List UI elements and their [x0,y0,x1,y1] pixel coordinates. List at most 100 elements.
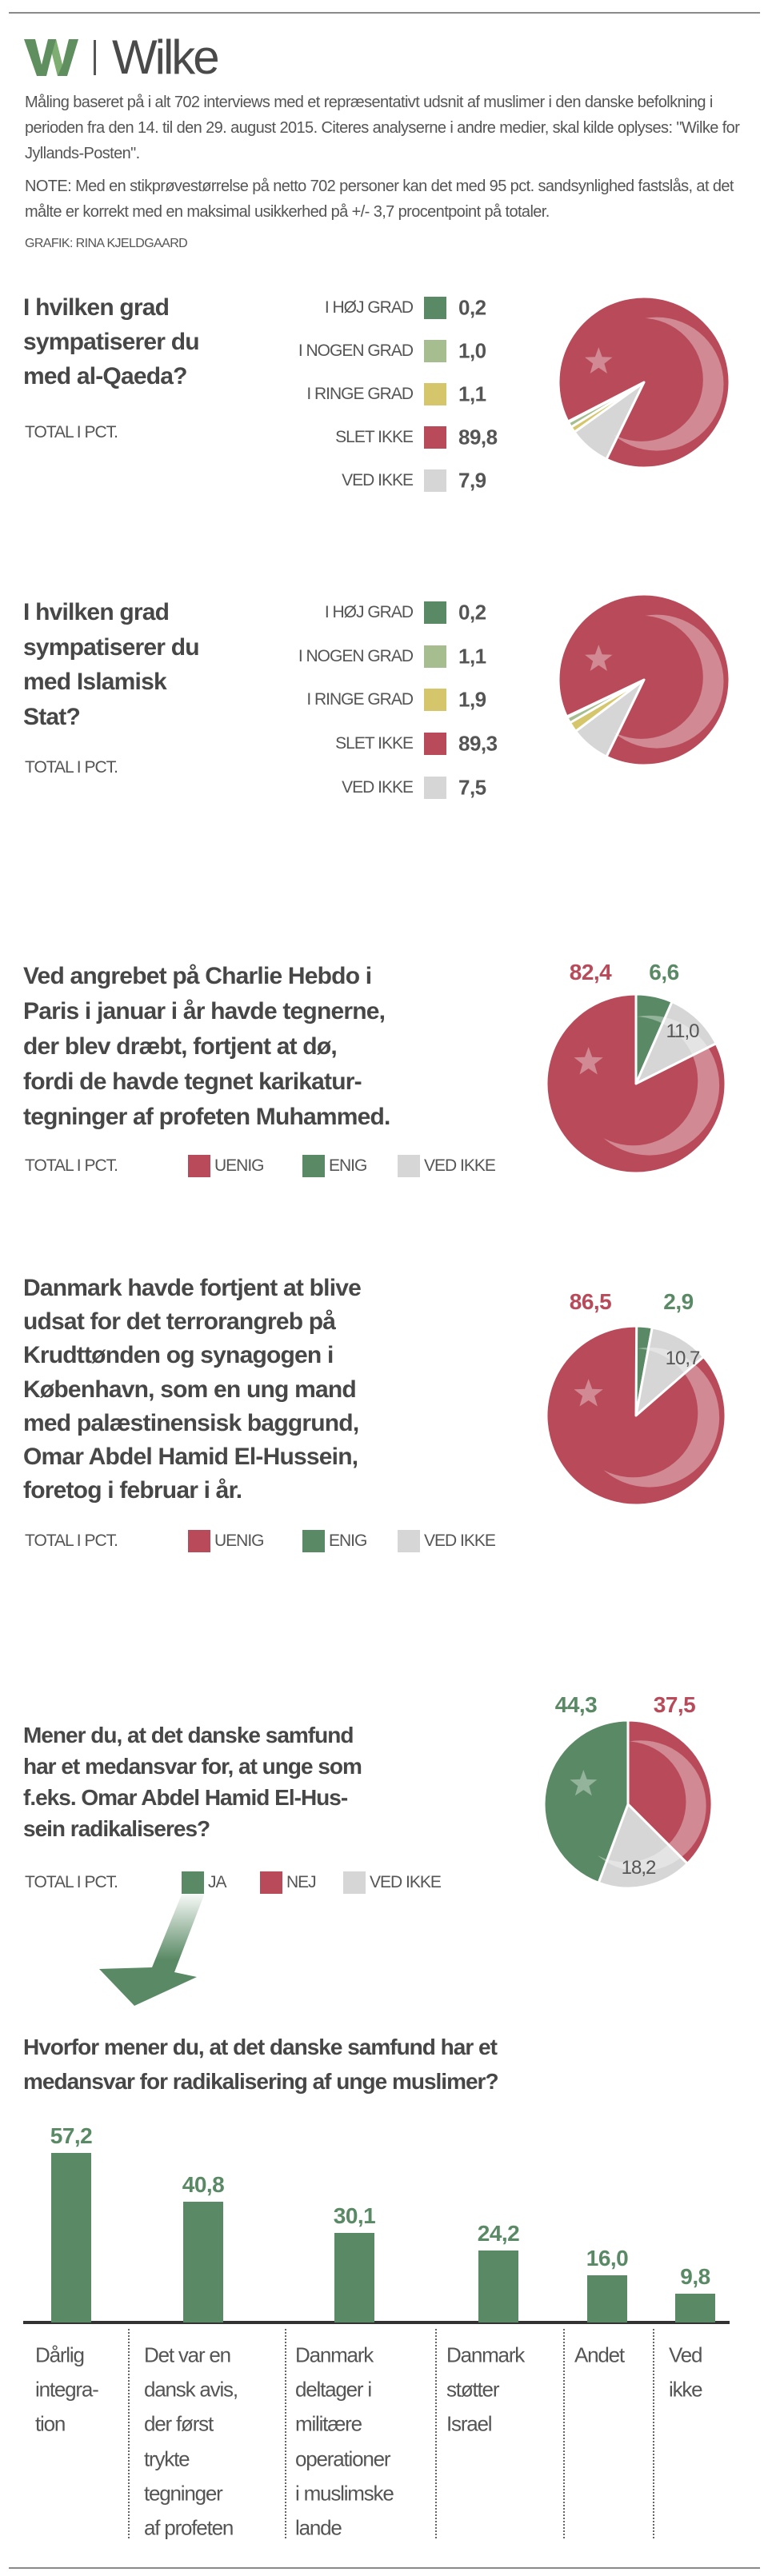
legend-value: 7,9 [458,468,486,493]
legend-label: I RINGE GRAD [306,385,414,403]
question-title-line: Krudttønden og synagogen i [23,1342,334,1369]
total-pct-label: TOTAL I PCT. [25,1532,118,1550]
legend-value: 89,8 [458,425,498,449]
bar-category-label: Danmark [446,2342,525,2367]
star-icon [574,1379,603,1407]
category-divider [285,2329,286,2538]
category-divider [435,2329,437,2538]
star-icon [584,347,613,374]
bar-value-label: 16,0 [586,2245,629,2270]
category-divider [653,2329,654,2538]
legend-value: 1,1 [458,644,486,669]
bar-category-label: Det var en [144,2342,231,2367]
star-icon [574,1047,603,1075]
legend-value: 0,2 [458,295,486,320]
pie-chart [557,593,731,767]
legend-label: SLET IKKE [335,428,414,446]
legend-label: UENIG [214,1532,265,1550]
logo-separator [94,40,96,75]
bar-chart-title-line: medansvar for radikalisering af unge mus… [23,2069,499,2094]
question-title-line: Omar Abdel Hamid El-Hussein, [23,1444,358,1470]
arrow-icon [99,1891,205,2006]
legend-swatch [302,1155,325,1177]
note-text: NOTE: Med en stikprøvestørrelse på netto… [25,178,734,221]
crescent-icon [558,594,730,765]
bar-category-label: af profeten [144,2515,234,2540]
legend-swatch [424,645,446,668]
total-pct-label: TOTAL I PCT. [25,758,118,777]
legend-swatch [182,1871,204,1894]
question-title-line: Paris i januar i år havde tegnerne, [23,998,386,1024]
legend-swatch [424,601,446,624]
bar-category-label: deltager i [295,2377,372,2402]
question-title-line: I hvilken grad [23,599,170,625]
legend-swatch [343,1871,366,1894]
question-title-line: sympatiserer du [23,633,200,661]
crescent-icon [546,1326,726,1505]
question-title-line: foretog i februar i år. [23,1477,242,1504]
bar-category-label: operationer [295,2446,391,2471]
pie-slice-uenig [545,992,727,1175]
bottom-rule [9,2567,760,2569]
bar-category-label: Dårlig [35,2342,85,2367]
legend-swatch [424,689,446,712]
legend-label: I HØJ GRAD [324,603,414,621]
pie-slice-ja [542,1719,630,1884]
bar-category-label: militære [295,2411,362,2436]
pie-slice-nej [626,1719,714,1865]
bar [478,2251,518,2322]
question-title-line: der blev dræbt, fortjent at dø, [23,1033,338,1060]
pie-slice-slet-ikke [557,593,731,767]
question-title-line: Stat? [23,703,81,730]
bar-category-label: lande [295,2515,342,2540]
pie-value-label: 10,7 [665,1348,701,1369]
legend-label: I HØJ GRAD [324,298,414,317]
legend-label: ENIG [329,1532,367,1550]
bar-value-label: 9,8 [680,2263,710,2289]
bar-category-label: trykte [144,2446,190,2471]
legend-label: JA [208,1873,226,1891]
bar-chart-title-line: Hvorfor mener du, at det danske samfund … [23,2035,498,2059]
legend-swatch [424,426,446,449]
question-title-line: med al-Qaeda? [23,363,187,389]
total-pct-label: TOTAL I PCT. [25,423,118,441]
question-title-line: Ved angrebet på Charlie Hebdo i [23,963,372,989]
category-divider [563,2329,565,2538]
legend-swatch [260,1871,282,1894]
question-title-line: sein radikaliseres? [23,1816,210,1841]
star-icon [570,1769,598,1796]
pie-chart [545,1324,727,1507]
bar-value-label: 40,8 [182,2171,225,2197]
legend-value: 0,2 [458,600,486,625]
bar [587,2274,627,2322]
graphic-credit: GRAFIK: RINA KJELDGAARD [25,237,188,250]
question-title-line: Mener du, at det danske samfund [23,1723,354,1747]
star-icon [584,645,613,672]
crescent-icon [546,994,726,1173]
bar-value-label: 30,1 [333,2203,376,2229]
bar-category-label: Ved [669,2342,702,2367]
question-title-line: fordi de havde tegnet karikatur- [23,1068,362,1095]
bar-category-label: Andet [574,2342,625,2367]
legend-swatch [398,1155,420,1177]
legend-label: UENIG [214,1156,265,1175]
bar [675,2293,715,2322]
bar-category-label: der først [144,2411,214,2436]
legend-swatch [424,469,446,492]
question-title-line: sympatiserer du [23,329,200,355]
legend-label: VED IKKE [370,1873,442,1891]
legend-label: I NOGEN GRAD [298,646,414,665]
legend-value: 1,0 [458,338,486,363]
bar-category-label: tion [35,2411,66,2436]
bar-value-label: 24,2 [477,2221,520,2247]
total-pct-label: TOTAL I PCT. [25,1156,118,1175]
pie-value-label: 2,9 [663,1289,694,1314]
question-title-line: tegninger af profeten Muhammed. [23,1104,390,1130]
question-title-line: med Islamisk [23,669,167,695]
wilke-logo-icon [24,39,78,76]
bar-category-label: støtter [446,2377,499,2402]
legend-swatch [424,733,446,756]
pie-value-label: 86,5 [569,1289,612,1314]
question-title-line: med palæstinensisk baggrund, [23,1409,359,1436]
